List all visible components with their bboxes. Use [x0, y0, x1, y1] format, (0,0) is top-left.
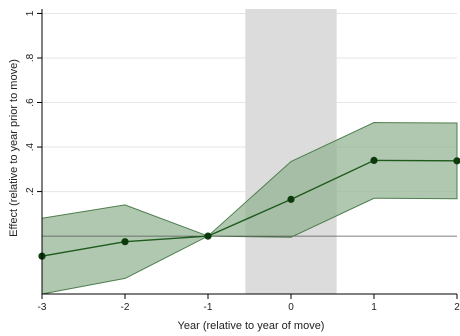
series-markers [38, 156, 460, 260]
estimate-line [41, 159, 458, 257]
axes [41, 9, 457, 295]
y-tick-label: 1 [25, 10, 36, 16]
data-point [370, 156, 378, 165]
x-tick-label: -3 [38, 302, 47, 313]
y-tick-label: .6 [25, 98, 36, 107]
y-axis-title: Effect (relative to year prior to move) [8, 59, 20, 237]
x-tick-label: 0 [288, 302, 294, 313]
data-point [121, 238, 129, 246]
series-line [41, 159, 458, 257]
y-tick-label: .2 [25, 187, 36, 196]
y-tick-label: .8 [25, 53, 36, 62]
x-tick-label: -2 [121, 302, 130, 313]
x-tick-label: 2 [454, 302, 460, 313]
x-tick-label: 1 [371, 302, 377, 313]
x-tick-label: -1 [204, 302, 213, 313]
data-point [453, 157, 460, 165]
data-point [287, 195, 295, 203]
y-tick-label: .4 [25, 142, 36, 151]
x-axis-title: Year (relative to year of move) [178, 320, 325, 332]
x-axis-ticks: -3 -2 -1 0 1 2 [38, 294, 460, 313]
data-point [204, 232, 212, 240]
y-axis-ticks: .2 .4 .6 .8 1 [25, 10, 42, 196]
